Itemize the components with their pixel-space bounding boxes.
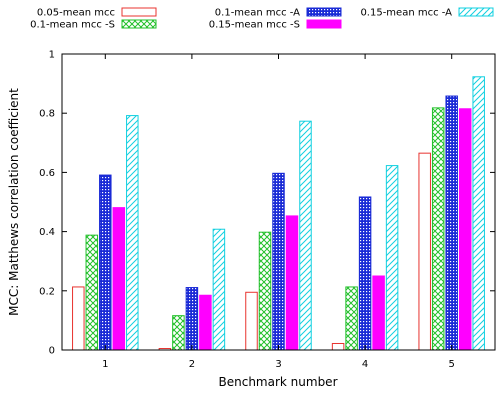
- bar-series4-benchmark-5: [458, 108, 472, 351]
- bar-series2-benchmark-3: [258, 231, 272, 351]
- bar-series4-benchmark-4: [372, 275, 385, 351]
- bar-series4-benchmark-2: [199, 294, 212, 351]
- bar-series3-benchmark-1: [99, 174, 112, 351]
- y-tick-label: 0: [49, 346, 55, 357]
- y-tick-label: 0.4: [39, 227, 55, 238]
- x-axis: 1 2 3 4 5: [102, 54, 455, 370]
- bar-series1-benchmark-4: [331, 342, 345, 351]
- legend-swatch: [306, 7, 342, 17]
- bar-series2-benchmark-5: [431, 107, 445, 351]
- y-tick-label: 1: [49, 50, 55, 61]
- legend-label: 0.15-mean mcc -S: [209, 20, 300, 31]
- x-tick-label: 1: [102, 359, 108, 370]
- bar-series5-benchmark-3: [299, 120, 312, 351]
- bar-series1-benchmark-5: [418, 152, 431, 351]
- bar-series5-benchmark-1: [126, 115, 139, 351]
- y-tick-label: 0.2: [39, 286, 55, 297]
- legend-label: 0.05-mean mcc: [37, 8, 115, 19]
- bar-series3-benchmark-5: [445, 95, 458, 351]
- y-tick-label: 0.6: [39, 168, 55, 179]
- bars: [72, 76, 485, 351]
- bar-series4-benchmark-3: [285, 215, 299, 351]
- legend-label: 0.15-mean mcc -A: [360, 8, 452, 19]
- bar-series4-benchmark-1: [112, 207, 126, 351]
- bar-series5-benchmark-2: [212, 228, 226, 351]
- bar-series5-benchmark-4: [385, 165, 399, 351]
- legend-swatch: [121, 7, 157, 17]
- bar-series3-benchmark-4: [358, 196, 372, 351]
- bar-series2-benchmark-4: [345, 286, 358, 351]
- y-axis: 0 0.2 0.4 0.6 0.8 1: [39, 50, 495, 357]
- legend-swatch: [121, 19, 157, 29]
- x-tick-label: 4: [362, 359, 368, 370]
- legend-swatch: [306, 19, 342, 29]
- bar-series5-benchmark-5: [472, 76, 485, 351]
- bar-series3-benchmark-3: [272, 172, 285, 351]
- x-tick-label: 3: [275, 359, 281, 370]
- x-axis-label: Benchmark number: [219, 375, 338, 389]
- bar-series2-benchmark-1: [85, 234, 99, 351]
- x-tick-label: 5: [449, 359, 455, 370]
- legend-swatch: [458, 7, 494, 17]
- legend-label: 0.1-mean mcc -S: [30, 20, 115, 31]
- y-tick-label: 0.8: [39, 109, 55, 120]
- x-tick-label: 2: [189, 359, 195, 370]
- legend-label: 0.1-mean mcc -A: [215, 8, 300, 19]
- bar-series3-benchmark-2: [185, 287, 199, 351]
- bar-series2-benchmark-2: [172, 315, 185, 351]
- bar-series1-benchmark-1: [72, 286, 85, 351]
- bar-series1-benchmark-3: [245, 291, 258, 351]
- y-axis-label: MCC: Matthews correlation coefficient: [7, 88, 21, 316]
